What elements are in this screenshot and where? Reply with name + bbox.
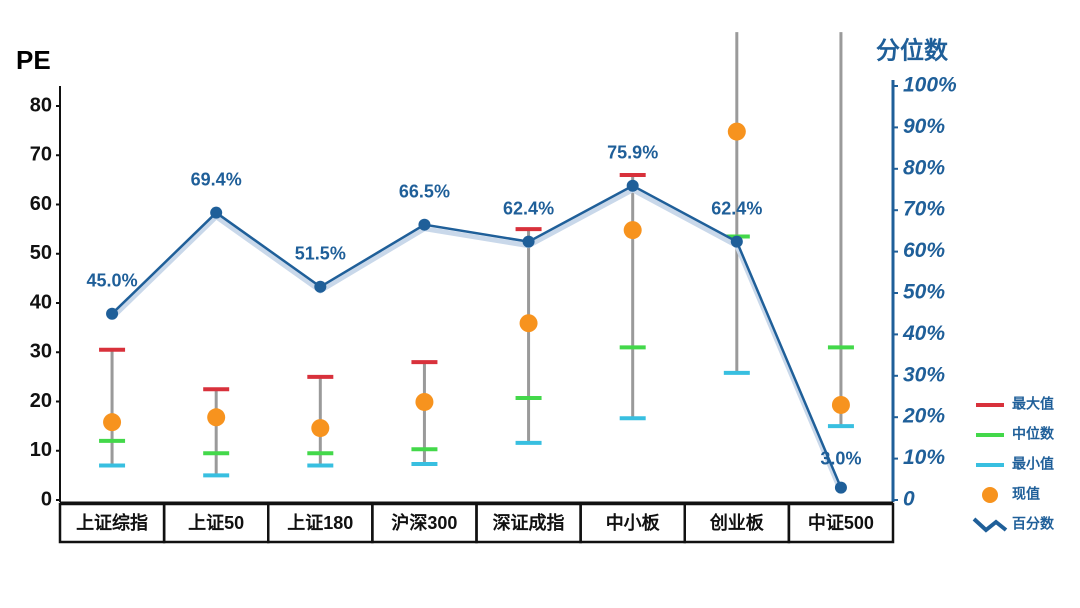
y-tick-label: 0	[41, 488, 52, 510]
y2-tick-label: 80%	[903, 156, 945, 179]
percentile-shadow	[110, 186, 844, 493]
x-tick-label: 沪深300	[391, 512, 457, 533]
percentile-dot	[418, 218, 431, 231]
y2-tick-label: 30%	[903, 363, 945, 386]
y2-tick-label: 10%	[903, 446, 945, 469]
legend-label: 最小值	[1012, 456, 1054, 472]
percentile-dot	[834, 481, 847, 494]
percentile-dot	[626, 179, 639, 192]
y-tick-label: 30	[30, 341, 52, 363]
y2-axis-title: 分位数	[876, 36, 949, 64]
current-dot	[311, 419, 330, 438]
x-tick-label: 上证180	[287, 513, 353, 533]
current-dot	[415, 392, 434, 411]
y-tick-label: 20	[30, 390, 52, 412]
percentile-label: 62.4%	[711, 198, 762, 218]
y2-tick-label: 50%	[903, 281, 945, 304]
y-tick-label: 40	[30, 291, 52, 313]
current-dot	[623, 221, 642, 240]
percentile-dot	[106, 307, 119, 320]
y2-tick-label: 40%	[902, 322, 945, 345]
percentile-dot	[314, 280, 327, 293]
current-dot	[727, 122, 746, 141]
current-dot	[831, 395, 850, 414]
current-dot	[207, 408, 226, 427]
y2-tick-label: 100%	[903, 74, 957, 97]
current-dot	[519, 314, 538, 333]
x-tick-label: 深证成指	[493, 512, 565, 533]
y2-tick-label: 60%	[903, 239, 945, 262]
percentile-dot	[210, 206, 223, 219]
percentile-label: 69.4%	[191, 169, 242, 189]
legend-label: 现值	[1012, 486, 1040, 502]
y2-tick-label: 20%	[902, 405, 945, 428]
percentile-line	[111, 184, 843, 489]
y2-tick-label: 90%	[903, 115, 945, 138]
percentile-dot	[522, 235, 535, 248]
y2-tick-label: 70%	[903, 198, 945, 221]
y-axis-title: PE	[16, 45, 51, 75]
category-cell	[787, 502, 895, 544]
y-tick-label: 70	[30, 144, 52, 166]
x-tick-label: 中证500	[808, 512, 874, 533]
x-tick-label: 创业板	[709, 512, 765, 533]
percentile-label: 75.9%	[607, 143, 658, 163]
percentile-label: 62.4%	[503, 198, 554, 218]
legend-marker	[982, 487, 998, 503]
percentile-dot	[730, 235, 743, 248]
percentile-label: 66.5%	[399, 181, 450, 201]
x-tick-label: 上证综指	[76, 512, 148, 533]
legend-label: 最大值	[1012, 396, 1054, 412]
y-tick-label: 50	[30, 242, 52, 264]
percentile-label: 45.0%	[87, 270, 138, 290]
legend-marker	[972, 517, 1008, 533]
percentile-label: 51.5%	[295, 244, 346, 264]
legend-label: 百分数	[1012, 516, 1055, 532]
x-tick-label: 中小板	[606, 512, 661, 533]
y-tick-label: 60	[30, 193, 52, 215]
percentile-label: 3.0%	[820, 448, 861, 468]
x-tick-label: 上证50	[188, 513, 244, 533]
y-tick-label: 10	[30, 439, 52, 461]
y-tick-label: 80	[30, 94, 52, 116]
legend-label: 中位数	[1012, 426, 1055, 442]
y2-tick-label: 0	[903, 488, 915, 511]
current-dot	[103, 413, 122, 432]
